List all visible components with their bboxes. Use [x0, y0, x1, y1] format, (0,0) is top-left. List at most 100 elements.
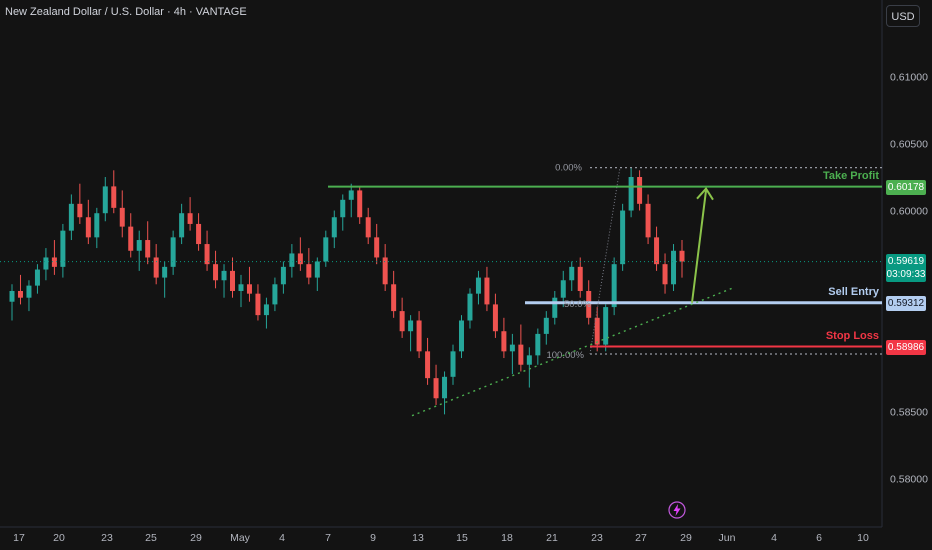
price-tick-1: 0.60500 — [890, 138, 928, 150]
candle-body — [204, 244, 210, 265]
candle-body — [518, 344, 524, 365]
candle-body — [323, 237, 329, 262]
candle-body — [331, 217, 337, 238]
currency-button[interactable]: USD — [886, 5, 920, 27]
price-tick-4: 0.58000 — [890, 474, 928, 486]
candle-body — [263, 304, 269, 316]
candle-body — [119, 207, 125, 227]
time-tick-6: 4 — [279, 532, 285, 544]
candle-body — [543, 317, 549, 334]
symbol-title: New Zealand Dollar / U.S. Dollar · 4h · … — [5, 6, 247, 18]
stop-loss-label: Stop Loss — [825, 329, 879, 342]
candle-body — [162, 266, 168, 278]
time-tick-5: May — [230, 532, 251, 544]
candle-body — [128, 226, 134, 251]
candle-body — [425, 351, 431, 379]
time-tick-16: Jun — [719, 532, 736, 544]
time-tick-0: 17 — [13, 532, 25, 544]
candle-body — [238, 284, 244, 291]
candle-body — [433, 378, 439, 399]
candle-body — [26, 285, 32, 298]
candle-body — [569, 266, 575, 281]
time-tick-17: 4 — [771, 532, 777, 544]
candle-body — [594, 317, 600, 345]
candle-body — [391, 284, 397, 312]
candle-body — [374, 237, 380, 258]
candle-body — [416, 320, 422, 352]
candle-body — [467, 293, 473, 321]
candle-body — [77, 203, 83, 218]
candle-body — [662, 264, 668, 285]
take-profit-price-badge: 0.60178 — [886, 179, 926, 195]
candle-body — [577, 266, 583, 291]
candle-body — [255, 293, 261, 316]
candle-body — [34, 269, 40, 286]
candle-body — [475, 277, 481, 294]
candle-body — [611, 264, 617, 308]
candle-body — [586, 290, 592, 318]
sell-entry-label: Sell Entry — [828, 285, 879, 298]
candle-body — [272, 284, 278, 305]
candle-body — [145, 240, 151, 258]
candle-body — [654, 237, 660, 265]
candle-body — [509, 344, 515, 352]
candle-body — [9, 290, 15, 302]
price-tick-0: 0.61000 — [890, 71, 928, 83]
candle-body — [289, 253, 295, 267]
candle-body — [170, 237, 176, 267]
candle-body — [603, 307, 609, 345]
fib-label-0: 0.00% — [555, 163, 582, 174]
candle-body — [230, 270, 236, 291]
time-tick-7: 7 — [325, 532, 331, 544]
candle-body — [357, 190, 363, 218]
candle-body — [492, 304, 498, 332]
candle-body — [348, 190, 354, 200]
candle-body — [306, 264, 312, 278]
candle-body — [221, 270, 227, 281]
time-tick-19: 10 — [857, 532, 869, 544]
time-tick-13: 23 — [591, 532, 603, 544]
time-tick-15: 29 — [680, 532, 692, 544]
time-tick-1: 20 — [53, 532, 65, 544]
price-tick-3: 0.58500 — [890, 407, 928, 419]
candle-body — [671, 250, 677, 285]
time-tick-10: 15 — [456, 532, 468, 544]
candle-body — [17, 290, 23, 298]
candle-body — [450, 351, 456, 377]
candle-body — [535, 333, 541, 356]
candle-body — [43, 257, 49, 270]
candle-body — [102, 186, 108, 214]
candle-body — [560, 280, 566, 298]
candle-body — [408, 320, 414, 332]
candle-body — [179, 213, 185, 238]
candle-body — [94, 213, 100, 238]
time-tick-4: 29 — [190, 532, 202, 544]
bar-countdown: 03:09:33 — [886, 268, 926, 280]
candle-body — [484, 277, 490, 305]
arrow-up-icon — [696, 187, 714, 201]
take-profit-label: Take Profit — [822, 169, 879, 182]
candle-body — [501, 331, 507, 352]
time-tick-12: 21 — [546, 532, 558, 544]
candle-body — [628, 177, 634, 211]
candle-body — [187, 213, 193, 224]
candle-body — [637, 177, 643, 204]
candle-body — [51, 257, 57, 267]
time-tick-11: 18 — [501, 532, 513, 544]
candle-body — [340, 199, 346, 218]
candle-body — [620, 210, 626, 265]
candle-body — [85, 217, 91, 238]
lightning-icon[interactable] — [668, 501, 686, 519]
projection-arrow-shaft — [691, 190, 707, 303]
candle-body — [280, 266, 286, 285]
candle-body — [526, 355, 532, 365]
time-tick-8: 9 — [370, 532, 376, 544]
time-tick-3: 25 — [145, 532, 157, 544]
time-tick-2: 23 — [101, 532, 113, 544]
current-price-value: 0.59619 — [887, 255, 925, 267]
candle-body — [399, 311, 405, 332]
stop-loss-price-badge: 0.58986 — [886, 339, 926, 355]
candle-body — [382, 257, 388, 285]
